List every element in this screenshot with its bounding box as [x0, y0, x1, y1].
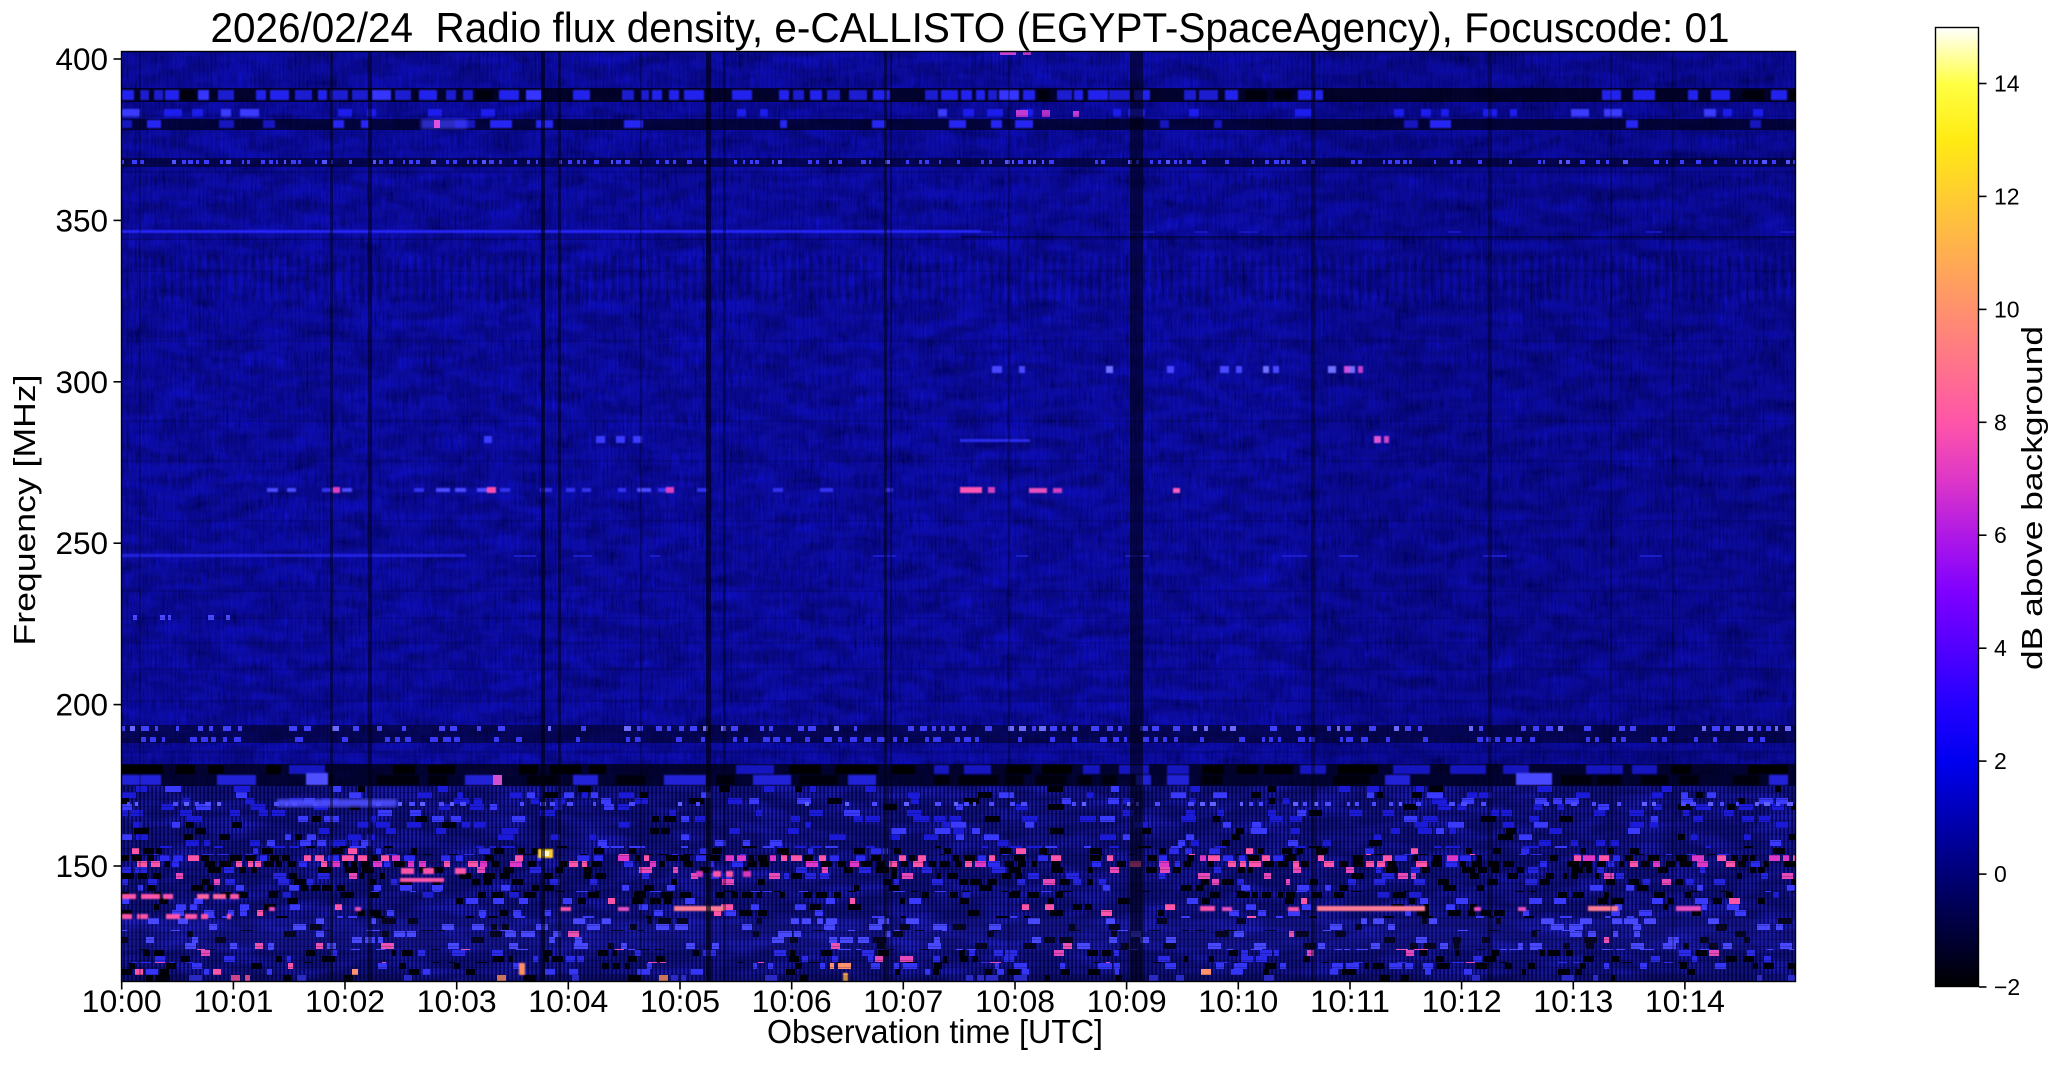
svg-text:10:13: 10:13: [1533, 983, 1613, 1019]
svg-text:2: 2: [1994, 748, 2007, 774]
svg-text:10:11: 10:11: [1310, 983, 1390, 1019]
svg-text:10:04: 10:04: [528, 983, 608, 1019]
svg-text:10:05: 10:05: [640, 983, 720, 1019]
svg-text:150: 150: [55, 848, 108, 884]
svg-text:10:01: 10:01: [193, 983, 273, 1019]
svg-text:10:09: 10:09: [1087, 983, 1167, 1019]
svg-text:10:03: 10:03: [417, 983, 497, 1019]
svg-text:10: 10: [1994, 296, 2020, 322]
svg-text:6: 6: [1994, 522, 2007, 548]
svg-text:10:06: 10:06: [752, 983, 832, 1019]
svg-text:4: 4: [1994, 635, 2007, 661]
svg-text:dB above background: dB above background: [2017, 326, 2049, 670]
svg-text:Frequency [MHz]: Frequency [MHz]: [7, 375, 42, 646]
svg-text:10:14: 10:14: [1645, 983, 1725, 1019]
svg-text:350: 350: [55, 202, 108, 238]
svg-text:0: 0: [1994, 861, 2007, 887]
svg-text:10:00: 10:00: [82, 983, 162, 1019]
svg-text:10:10: 10:10: [1198, 983, 1278, 1019]
svg-text:2026/02/24 Radio flux density: 2026/02/24 Radio flux density, e-CALLIST…: [211, 4, 1730, 51]
svg-text:10:12: 10:12: [1422, 983, 1502, 1019]
svg-text:10:07: 10:07: [863, 983, 943, 1019]
svg-text:300: 300: [55, 364, 108, 400]
svg-text:12: 12: [1994, 183, 2020, 209]
svg-text:Observation time [UTC]: Observation time [UTC]: [767, 1013, 1103, 1050]
svg-text:10:02: 10:02: [305, 983, 385, 1019]
svg-text:−2: −2: [1994, 974, 2020, 1000]
svg-text:8: 8: [1994, 409, 2007, 435]
svg-text:14: 14: [1994, 71, 2020, 97]
svg-text:250: 250: [55, 525, 108, 561]
svg-text:200: 200: [55, 687, 108, 723]
svg-text:400: 400: [55, 41, 108, 77]
svg-text:10:08: 10:08: [975, 983, 1055, 1019]
